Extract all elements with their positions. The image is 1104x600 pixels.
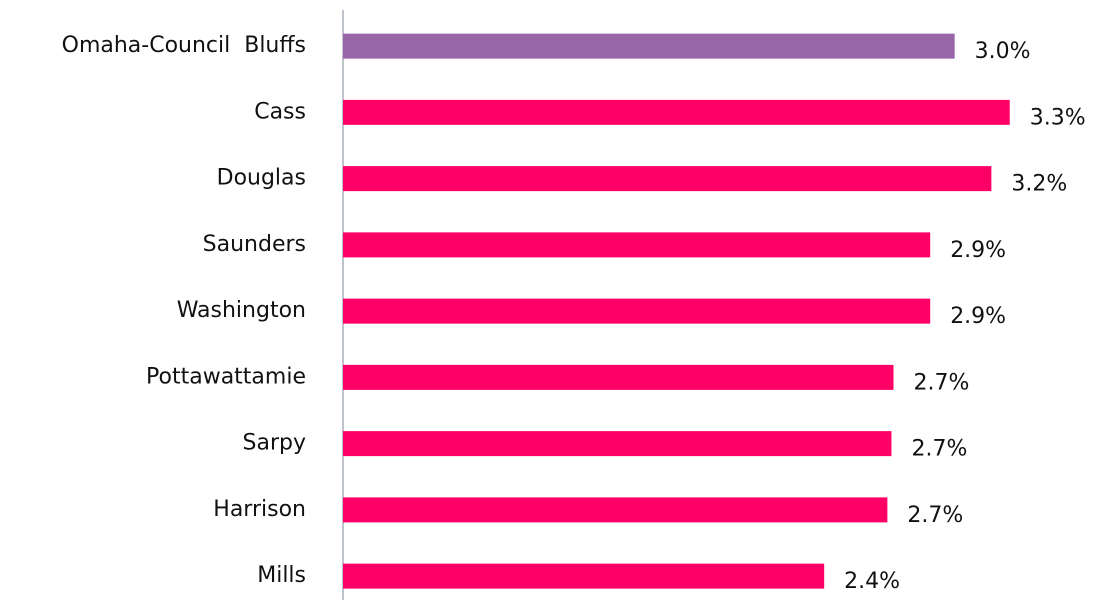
bar	[343, 232, 931, 258]
category-label: Mills	[257, 563, 306, 588]
bar	[343, 33, 955, 59]
value-label: 2.9%	[950, 304, 1006, 329]
category-label: Saunders	[203, 232, 306, 257]
category-label: Pottawattamie	[146, 364, 306, 389]
value-label: 2.7%	[907, 503, 963, 528]
value-label: 2.7%	[914, 370, 970, 395]
bar	[343, 298, 931, 324]
bar	[343, 99, 1010, 125]
value-label: 2.4%	[844, 569, 900, 594]
category-label: Cass	[254, 99, 306, 124]
bar	[343, 431, 892, 457]
value-label: 2.7%	[911, 437, 967, 462]
value-label: 3.2%	[1011, 172, 1067, 197]
bar	[343, 166, 992, 192]
category-label: Harrison	[213, 497, 306, 522]
category-label: Omaha-Council Bluffs	[62, 33, 306, 58]
bar	[343, 364, 894, 390]
category-label: Sarpy	[243, 431, 306, 456]
value-label: 3.3%	[1030, 105, 1086, 130]
value-label: 3.0%	[975, 39, 1031, 64]
bar	[343, 563, 825, 589]
value-label: 2.9%	[950, 238, 1006, 263]
category-label: Washington	[177, 298, 306, 323]
category-label: Douglas	[217, 166, 306, 191]
bar	[343, 497, 888, 523]
